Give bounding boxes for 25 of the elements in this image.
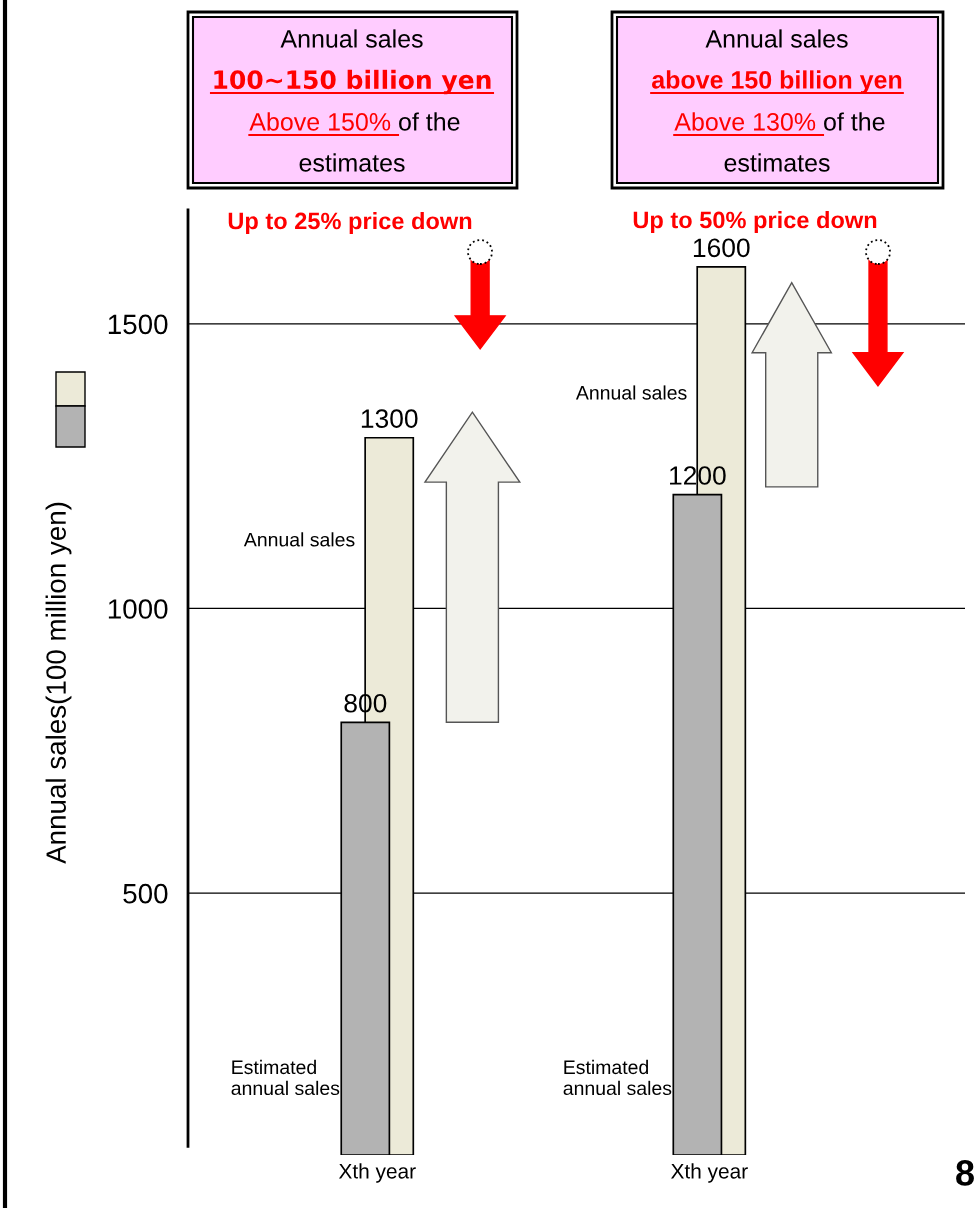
- text: Annual sales: [705, 29, 848, 48]
- x-tick-label: Xth year: [671, 1163, 748, 1183]
- x-tick-label: Xth year: [338, 1163, 416, 1183]
- data-label: 1600: [693, 238, 750, 258]
- text: 100∼150 billion yen: [214, 69, 491, 95]
- y-tick-label: 1500: [108, 314, 168, 335]
- text: estimates: [299, 153, 405, 172]
- y-tick-label: 500: [123, 883, 168, 904]
- text: above 150 billion yen: [652, 70, 902, 94]
- text: Above 150%: [249, 112, 391, 131]
- text: of the: [824, 112, 885, 131]
- text: Annual sales: [280, 29, 423, 48]
- series-label: Estimated annual sales: [231, 1059, 340, 1096]
- data-label: 1300: [361, 409, 418, 428]
- text: Above 130%: [674, 112, 816, 131]
- text: 8: [956, 1160, 974, 1186]
- annotation: Up to 25% price down: [228, 212, 472, 234]
- y-axis-title: Annual sales(100 million yen): [45, 502, 72, 864]
- series-label: Annual sales: [243, 532, 355, 547]
- annotation: Up to 50% price down: [633, 211, 877, 233]
- text: Estimated annual sales: [563, 1059, 672, 1096]
- text: estimates: [724, 153, 830, 172]
- text: of the: [399, 112, 460, 131]
- text: Annual sales: [575, 385, 687, 400]
- y-tick-label: 1000: [108, 599, 168, 619]
